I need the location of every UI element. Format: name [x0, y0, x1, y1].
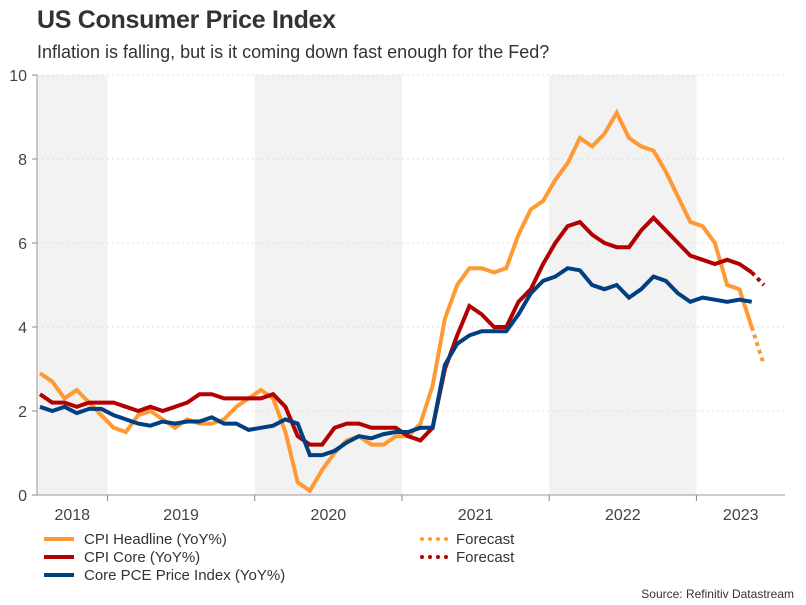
y-tick-label-10: 10 — [9, 68, 27, 85]
legend-left: CPI Headline (YoY%) CPI Core (YoY%) Core… — [44, 530, 285, 584]
legend-item-headline-forecast[interactable]: Forecast — [420, 530, 514, 548]
legend-item-core-forecast[interactable]: Forecast — [420, 548, 514, 566]
legend-label: CPI Headline (YoY%) — [84, 530, 227, 548]
legend-item-cpi-core[interactable]: CPI Core (YoY%) — [44, 548, 285, 566]
y-tick-label-4: 4 — [18, 320, 27, 337]
legend-item-core-pce[interactable]: Core PCE Price Index (YoY%) — [44, 566, 285, 584]
legend-swatch-cpi-core — [44, 555, 74, 559]
x-tick-label-2023: 2023 — [723, 507, 759, 524]
chart-subtitle: Inflation is falling, but is it coming d… — [37, 42, 550, 62]
x-tick-label-2022: 2022 — [605, 507, 641, 524]
forecast-line-cpi-headline-yoy — [749, 326, 766, 366]
legend-swatch-cpi-headline — [44, 537, 74, 541]
source-note: Source: Refinitiv Datastream — [641, 587, 794, 601]
legend-label: Forecast — [456, 530, 515, 548]
series-lines — [38, 108, 766, 494]
y-tick-label-2: 2 — [18, 404, 27, 421]
y-tick-label-8: 8 — [18, 152, 27, 169]
x-tick-label-2019: 2019 — [163, 507, 199, 524]
legend-swatch-core-pce — [44, 573, 74, 577]
chart-title: US Consumer Price Index — [37, 6, 336, 34]
year-band-2018 — [37, 75, 108, 495]
legend-swatch-core-forecast — [420, 555, 448, 559]
x-tick-label-2021: 2021 — [458, 507, 494, 524]
x-tick-label-2020: 2020 — [311, 507, 347, 524]
line-chart: 2018 2019 2020 2021 2022 2023 0 2 4 6 8 10 — [9, 68, 785, 524]
legend-right: Forecast Forecast — [420, 530, 514, 566]
tick-labels: 2018 2019 2020 2021 2022 2023 0 2 4 6 8 10 — [9, 68, 758, 524]
forecast-line-cpi-core-yoy — [750, 271, 766, 287]
legend-label: Core PCE Price Index (YoY%) — [84, 566, 286, 584]
legend-label: CPI Core (YoY%) — [84, 548, 201, 566]
series-line-cpi-core-yoy — [38, 214, 753, 447]
year-band-2020 — [254, 75, 402, 495]
legend-swatch-headline-forecast — [420, 537, 448, 541]
axes — [32, 74, 785, 501]
legend-label: Forecast — [456, 548, 515, 566]
series-line-cpi-headline-yoy — [38, 108, 754, 494]
series-line-core-pce-price-index-yoy — [39, 266, 753, 458]
y-tick-label-6: 6 — [18, 236, 27, 253]
y-tick-label-0: 0 — [18, 488, 27, 505]
legend-item-cpi-headline[interactable]: CPI Headline (YoY%) — [44, 530, 285, 548]
year-band-2022 — [549, 75, 697, 495]
x-tick-label-2018: 2018 — [54, 507, 90, 524]
